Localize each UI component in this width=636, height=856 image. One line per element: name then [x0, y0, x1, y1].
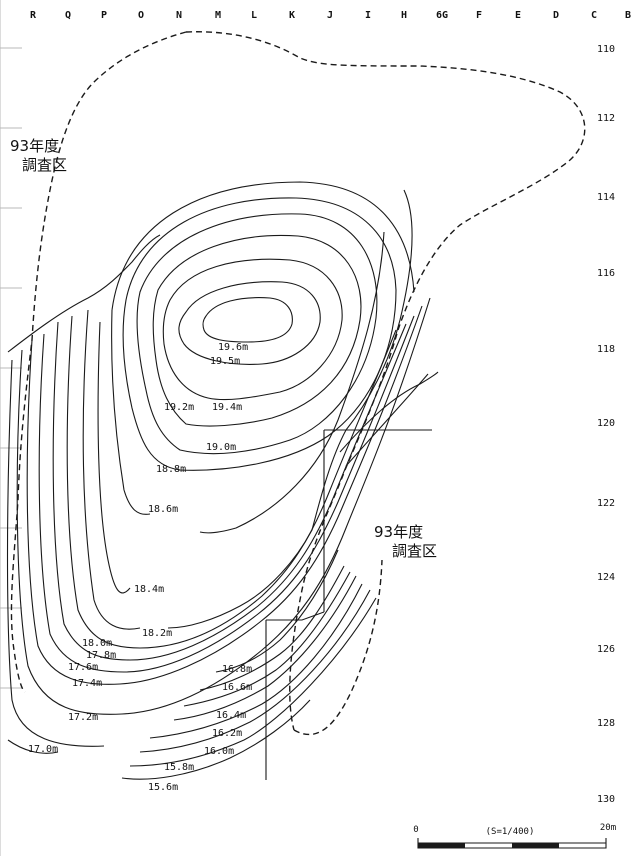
- scale-bar: 0 (S=1/400) 20m: [413, 823, 616, 849]
- col-label: I: [365, 10, 371, 21]
- area-label-line2: 調査区: [392, 542, 437, 560]
- col-label: L: [251, 10, 257, 21]
- elevation-label: 16.0m: [204, 746, 234, 757]
- survey-boundary-west: [10, 31, 187, 693]
- row-label: 118: [597, 344, 615, 355]
- elevation-label: 17.8m: [86, 650, 116, 661]
- row-label: 122: [597, 498, 615, 509]
- col-label: M: [215, 10, 221, 21]
- area-label-line1: 93年度: [374, 523, 423, 541]
- row-label: 112: [597, 113, 615, 124]
- elevation-label: 18.8m: [156, 464, 186, 475]
- elevation-label: 18.0m: [82, 638, 112, 649]
- survey-boundary-south: [293, 559, 383, 736]
- elevation-label: 17.4m: [72, 678, 102, 689]
- elevation-label: 18.6m: [148, 504, 178, 515]
- col-label: K: [289, 10, 295, 21]
- elevation-label: 17.6m: [68, 662, 98, 673]
- area-label-line2: 調査区: [22, 156, 67, 174]
- col-label: E: [515, 10, 521, 21]
- elevation-label: 16.4m: [216, 710, 246, 721]
- col-label: D: [553, 10, 559, 21]
- row-label: 128: [597, 718, 615, 729]
- scale-end-label: 20m: [600, 823, 616, 833]
- elevation-label: 19.5m: [210, 356, 240, 367]
- col-label: N: [176, 10, 182, 21]
- elevation-label: 16.8m: [222, 664, 252, 675]
- col-label: F: [476, 10, 482, 21]
- column-labels: R Q P O N M L K J I H 6G F E D C B: [30, 10, 631, 21]
- row-label: 116: [597, 268, 615, 279]
- elevation-label: 19.6m: [218, 342, 248, 353]
- elevation-labels: 19.6m 19.5m 19.4m 19.2m 19.0m 18.8m 18.6…: [28, 342, 252, 793]
- col-label: Q: [65, 10, 71, 21]
- col-label: B: [625, 10, 631, 21]
- col-label: J: [327, 10, 333, 21]
- elevation-label: 15.8m: [164, 762, 194, 773]
- col-label: C: [591, 10, 597, 21]
- row-label: 120: [597, 418, 615, 429]
- col-label: P: [101, 10, 107, 21]
- elevation-label: 16.2m: [212, 728, 242, 739]
- elevation-label: 19.2m: [164, 402, 194, 413]
- elevation-label: 18.4m: [134, 584, 164, 595]
- elevation-label: 15.6m: [148, 782, 178, 793]
- survey-area-label-east: 93年度 調査区: [374, 523, 437, 560]
- row-label: 110: [597, 44, 615, 55]
- elevation-label: 18.2m: [142, 628, 172, 639]
- col-label: O: [138, 10, 144, 21]
- elevation-label: 19.4m: [212, 402, 242, 413]
- area-label-line1: 93年度: [10, 137, 59, 155]
- scale-start-label: 0: [413, 825, 418, 835]
- row-label: 126: [597, 644, 615, 655]
- elevation-label: 19.0m: [206, 442, 236, 453]
- elevation-label: 16.6m: [222, 682, 252, 693]
- contour-lines: [6, 181, 439, 780]
- col-label: H: [401, 10, 407, 21]
- row-label: 124: [597, 572, 615, 583]
- scale-ratio-label: (S=1/400): [486, 827, 535, 837]
- row-label: 114: [597, 192, 615, 203]
- col-label: R: [30, 10, 37, 21]
- row-labels: 110 112 114 116 118 120 122 124 126 128 …: [597, 44, 615, 805]
- elevation-label: 17.2m: [68, 712, 98, 723]
- elevation-label: 17.0m: [28, 744, 58, 755]
- survey-boundary-north: [185, 31, 586, 731]
- row-label: 130: [597, 794, 615, 805]
- survey-area-label-west: 93年度 調査区: [10, 137, 67, 174]
- col-label: 6G: [436, 10, 448, 21]
